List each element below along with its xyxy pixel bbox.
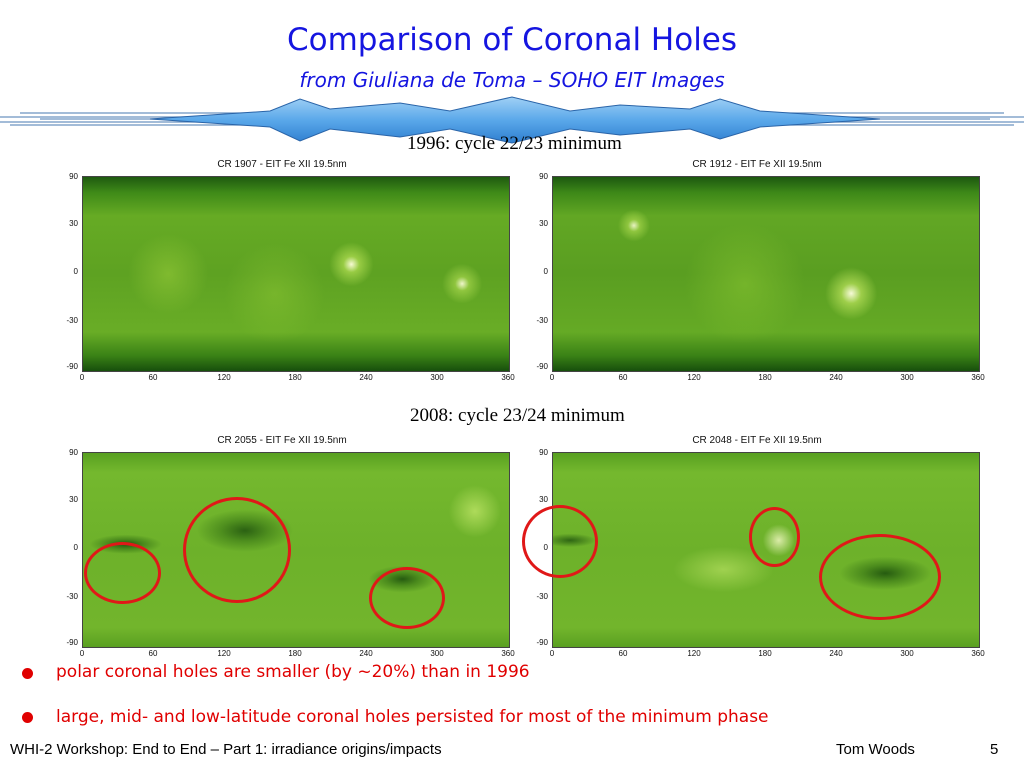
x-tick: 60 — [618, 649, 628, 658]
x-tick: 0 — [79, 373, 85, 382]
y-tick: 30 — [539, 495, 548, 504]
y-tick: -90 — [66, 362, 78, 371]
x-tick: 300 — [900, 649, 914, 658]
bullet-dot — [22, 668, 33, 679]
x-tick: 300 — [430, 649, 444, 658]
x-tick: 240 — [829, 373, 843, 382]
x-tick: 120 — [687, 649, 701, 658]
x-tick: 120 — [217, 373, 231, 382]
map-caption: CR 1907 - EIT Fe XII 19.5nm — [217, 159, 347, 170]
x-tick: 360 — [971, 373, 985, 382]
x-tick: 120 — [687, 373, 701, 382]
y-tick: 30 — [69, 495, 78, 504]
section-label-2008: 2008: cycle 23/24 minimum — [410, 405, 625, 426]
map-caption: CR 1912 - EIT Fe XII 19.5nm — [692, 159, 822, 170]
footer-workshop: WHI-2 Workshop: End to End – Part 1: irr… — [10, 741, 442, 758]
y-tick: -90 — [536, 638, 548, 647]
x-tick: 60 — [618, 373, 628, 382]
y-tick: -30 — [536, 592, 548, 601]
slide-title: Comparison of Coronal Holes — [286, 22, 738, 58]
y-tick: 0 — [543, 267, 548, 276]
x-tick: 60 — [148, 649, 158, 658]
y-tick: 90 — [539, 448, 548, 457]
y-tick: 30 — [69, 219, 78, 228]
coronal-hole-circle — [84, 542, 161, 604]
y-tick: 0 — [73, 543, 78, 552]
x-tick: 300 — [900, 373, 914, 382]
x-tick: 180 — [288, 373, 302, 382]
y-tick: 30 — [539, 219, 548, 228]
coronal-hole-circle — [369, 567, 445, 629]
x-tick: 180 — [758, 649, 772, 658]
y-tick: -90 — [536, 362, 548, 371]
x-tick: 120 — [217, 649, 231, 658]
y-tick: -90 — [66, 638, 78, 647]
bullet-dot — [22, 712, 33, 723]
coronal-hole-circle — [819, 534, 941, 620]
y-tick: -30 — [66, 592, 78, 601]
x-tick: 180 — [758, 373, 772, 382]
y-tick: 90 — [69, 172, 78, 181]
map-image — [82, 176, 510, 372]
page-number: 5 — [990, 741, 999, 758]
x-tick: 240 — [359, 373, 373, 382]
map-image — [552, 176, 980, 372]
x-tick: 240 — [359, 649, 373, 658]
x-tick: 240 — [829, 649, 843, 658]
bullet-text: large, mid- and low-latitude coronal hol… — [56, 707, 769, 727]
x-tick: 0 — [549, 373, 555, 382]
x-tick: 360 — [971, 649, 985, 658]
x-tick: 360 — [501, 649, 515, 658]
x-tick: 60 — [148, 373, 158, 382]
x-tick: 0 — [79, 649, 85, 658]
coronal-hole-circle — [522, 505, 598, 578]
synoptic-map-cr1912: CR 1912 - EIT Fe XII 19.5nm 90 30 0 -30 … — [522, 159, 992, 384]
y-tick: 0 — [73, 267, 78, 276]
coronal-hole-circle — [749, 507, 800, 567]
synoptic-map-cr1907: CR 1907 - EIT Fe XII 19.5nm 90 30 0 -30 … — [52, 159, 514, 384]
decorative-banner — [0, 96, 1024, 144]
y-tick: -30 — [536, 316, 548, 325]
footer-author: Tom Woods — [836, 741, 915, 758]
x-tick: 360 — [501, 373, 515, 382]
y-tick: -30 — [66, 316, 78, 325]
x-tick: 300 — [430, 373, 444, 382]
x-tick: 180 — [288, 649, 302, 658]
map-caption: CR 2055 - EIT Fe XII 19.5nm — [217, 435, 347, 446]
x-tick: 0 — [549, 649, 555, 658]
map-caption: CR 2048 - EIT Fe XII 19.5nm — [692, 435, 822, 446]
y-tick: 90 — [539, 172, 548, 181]
slide-subtitle: from Giuliana de Toma – SOHO EIT Images — [299, 68, 725, 92]
bullet-text: polar coronal holes are smaller (by ~20%… — [56, 662, 530, 682]
coronal-hole-circle — [183, 497, 291, 603]
section-label-1996: 1996: cycle 22/23 minimum — [407, 133, 622, 154]
y-tick: 90 — [69, 448, 78, 457]
